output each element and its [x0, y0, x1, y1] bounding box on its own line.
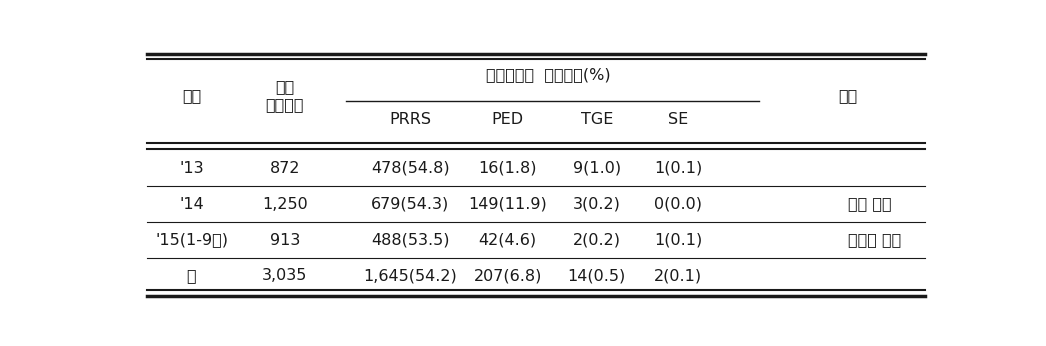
Text: 농장에 한함: 농장에 한함	[848, 233, 902, 247]
Text: TGE: TGE	[581, 112, 613, 127]
Text: 3(0.2): 3(0.2)	[573, 197, 621, 211]
Text: 1,250: 1,250	[262, 197, 308, 211]
Text: 법정전염병  확인건수(%): 법정전염병 확인건수(%)	[486, 67, 611, 82]
Text: 비고: 비고	[839, 88, 858, 103]
Text: 14(0.5): 14(0.5)	[568, 268, 626, 283]
Text: 478(54.8): 478(54.8)	[371, 161, 450, 175]
Text: 3,035: 3,035	[263, 268, 308, 283]
Text: 연도: 연도	[182, 88, 201, 103]
Text: '15(1-9월): '15(1-9월)	[155, 233, 228, 247]
Text: 42(4.6): 42(4.6)	[479, 233, 537, 247]
Text: SE: SE	[667, 112, 688, 127]
Text: 1(0.1): 1(0.1)	[654, 233, 702, 247]
Text: 0(0.0): 0(0.0)	[654, 197, 702, 211]
Text: 2(0.2): 2(0.2)	[573, 233, 621, 247]
Text: 9(1.0): 9(1.0)	[573, 161, 621, 175]
Text: 913: 913	[270, 233, 300, 247]
Text: 신규 의뢰: 신규 의뢰	[848, 197, 892, 211]
Text: 계: 계	[187, 268, 197, 283]
Text: 679(54.3): 679(54.3)	[371, 197, 450, 211]
Text: 149(11.9): 149(11.9)	[469, 197, 547, 211]
Text: 207(6.8): 207(6.8)	[474, 268, 542, 283]
Text: 16(1.8): 16(1.8)	[478, 161, 537, 175]
Text: 1,645(54.2): 1,645(54.2)	[364, 268, 457, 283]
Text: 488(53.5): 488(53.5)	[371, 233, 450, 247]
Text: 1(0.1): 1(0.1)	[654, 161, 702, 175]
Text: 질병
확인건수: 질병 확인건수	[266, 79, 304, 112]
Text: PED: PED	[492, 112, 524, 127]
Text: 2(0.1): 2(0.1)	[654, 268, 702, 283]
Text: '14: '14	[179, 197, 204, 211]
Text: '13: '13	[179, 161, 204, 175]
Text: 872: 872	[270, 161, 300, 175]
Text: PRRS: PRRS	[389, 112, 431, 127]
